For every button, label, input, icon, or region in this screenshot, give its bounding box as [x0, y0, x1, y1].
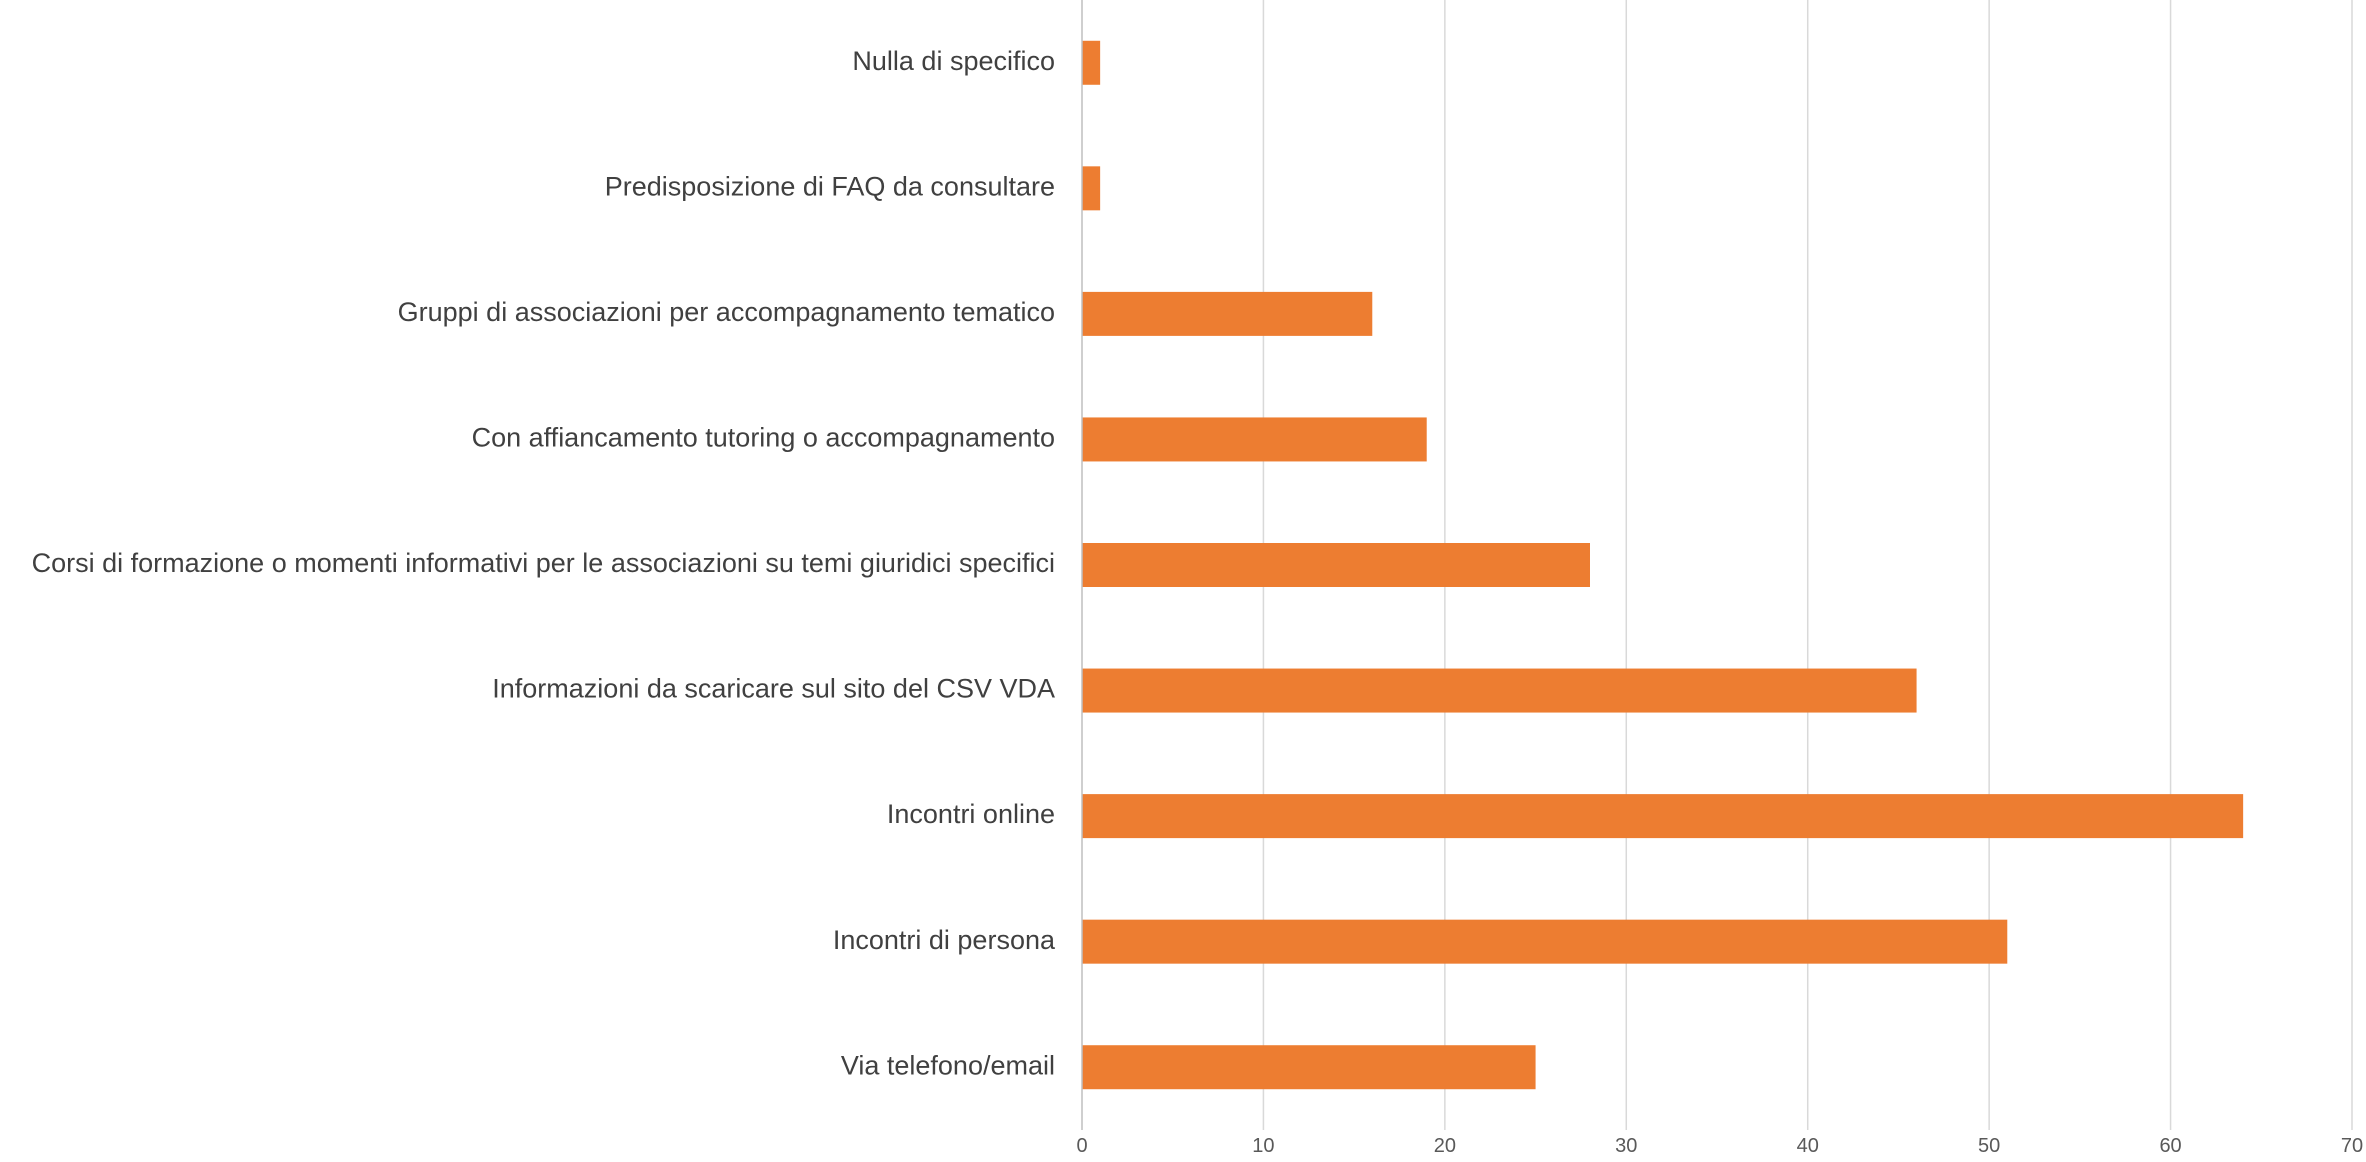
category-label-4: Corsi di formazione o momenti informativ… — [32, 548, 1055, 578]
bar-5 — [1082, 668, 1917, 713]
x-tick-label-10: 10 — [1252, 1135, 1274, 1157]
category-label-5: Informazioni da scaricare sul sito del C… — [492, 674, 1055, 704]
bar-3 — [1082, 417, 1427, 462]
category-label-3: Con affiancamento tutoring o accompagnam… — [472, 423, 1055, 453]
category-label-1: Predisposizione di FAQ da consultare — [605, 171, 1055, 201]
x-tick-label-60: 60 — [2159, 1135, 2181, 1157]
bars — [1082, 40, 2244, 1090]
x-axis-ticks: 0 10 20 30 40 50 60 70 — [1076, 1135, 2363, 1157]
x-tick-label-40: 40 — [1797, 1135, 1819, 1157]
bar-1 — [1082, 166, 1101, 211]
category-label-2: Gruppi di associazioni per accompagnamen… — [398, 297, 1055, 327]
category-label-0: Nulla di specifico — [852, 46, 1055, 76]
x-tick-label-70: 70 — [2341, 1135, 2363, 1157]
category-label-6: Incontri online — [887, 799, 1055, 829]
category-labels: Nulla di specifico Predisposizione di FAQ… — [32, 46, 1056, 1080]
x-tick-label-50: 50 — [1978, 1135, 2000, 1157]
bar-0 — [1082, 40, 1101, 85]
bar-2 — [1082, 291, 1373, 336]
bar-8 — [1082, 1045, 1536, 1090]
x-tick-label-0: 0 — [1076, 1135, 1087, 1157]
x-tick-label-30: 30 — [1615, 1135, 1637, 1157]
bar-4 — [1082, 543, 1590, 587]
gridlines — [1262, 0, 2353, 1130]
bar-7 — [1082, 919, 2008, 964]
category-label-8: Via telefono/email — [841, 1050, 1055, 1080]
x-tick-label-20: 20 — [1434, 1135, 1456, 1157]
bar-6 — [1082, 794, 2244, 839]
category-label-7: Incontri di persona — [833, 925, 1056, 955]
